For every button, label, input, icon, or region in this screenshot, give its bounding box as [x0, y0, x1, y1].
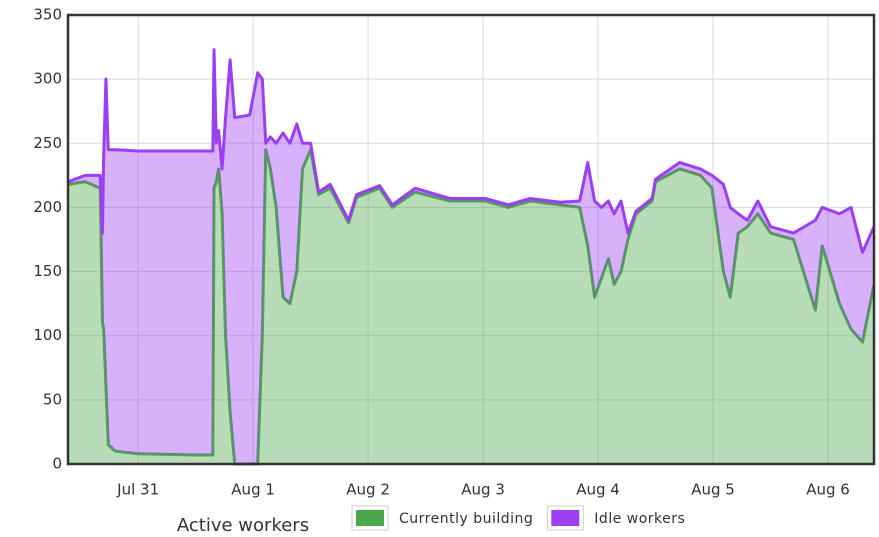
x-tick-label: Jul 31 — [116, 481, 159, 499]
x-tick-label: Aug 3 — [461, 481, 505, 499]
y-tick-label: 50 — [43, 390, 62, 408]
y-tick-label: 200 — [33, 198, 62, 216]
legend-label: Idle workers — [594, 511, 685, 527]
x-tick-label: Aug 4 — [576, 481, 620, 499]
plot-border — [66, 13, 876, 466]
x-tick-label: Aug 2 — [346, 481, 390, 499]
x-tick-label: Aug 1 — [231, 481, 275, 499]
y-tick-label: 350 — [33, 6, 62, 24]
y-tick-label: 300 — [33, 70, 62, 88]
legend-swatch — [551, 510, 580, 526]
y-tick-label: 250 — [33, 134, 62, 152]
area — [68, 149, 874, 464]
y-tick-label: 100 — [33, 326, 62, 344]
x-tick-label: Aug 5 — [691, 481, 735, 499]
y-tick-label: 0 — [52, 455, 62, 473]
x-tick-label: Aug 6 — [806, 481, 850, 499]
area — [68, 49, 874, 464]
x-axis-label: Active workers — [177, 515, 309, 536]
legend-swatch — [356, 510, 384, 526]
y-tick-label: 150 — [33, 262, 62, 280]
legend-label: Currently building — [399, 511, 533, 527]
area-line — [67, 48, 876, 254]
